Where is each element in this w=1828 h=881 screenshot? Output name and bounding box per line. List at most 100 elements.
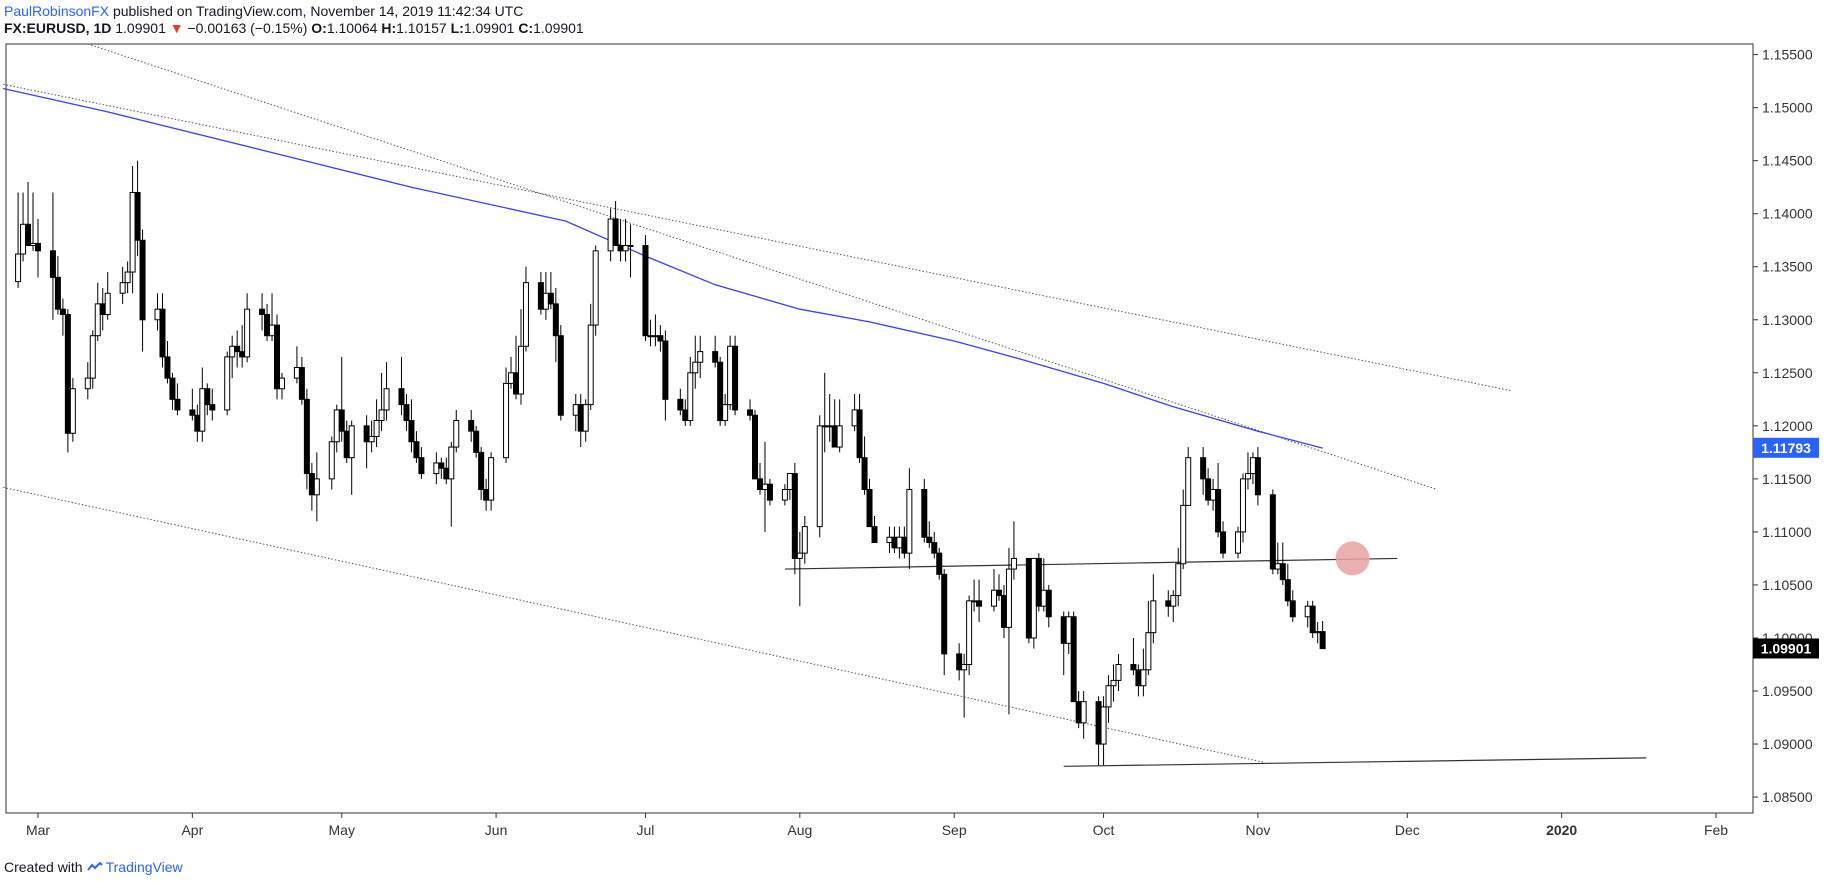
candle-body-up [1304, 605, 1311, 618]
y-tick-label: 1.15000 [1762, 100, 1813, 116]
candle-body-down [941, 573, 948, 655]
candle [542, 272, 549, 320]
candle [473, 425, 480, 458]
candle [199, 367, 206, 442]
candle [1279, 542, 1286, 585]
candle [936, 547, 943, 580]
candle-body-down [662, 340, 669, 400]
close-value: 1.09901 [533, 20, 584, 36]
candle [448, 441, 455, 527]
candle-body-up [269, 324, 276, 337]
candle-body-up [84, 377, 91, 390]
chart-frame [5, 43, 1754, 814]
candle-body-up [1170, 595, 1177, 607]
candle-body-up [761, 483, 768, 490]
candle-body-down [617, 245, 624, 252]
candle-body-up [592, 250, 599, 326]
candle-body-down [682, 409, 689, 422]
candle [697, 335, 704, 379]
candle [239, 325, 246, 368]
candle [269, 293, 276, 341]
candle [961, 653, 968, 718]
candle-body-down [1000, 595, 1007, 628]
candle [264, 303, 271, 341]
last-price: 1.09901 [115, 20, 166, 36]
candle [642, 234, 649, 341]
candle [383, 362, 390, 421]
candle-body-up [786, 473, 793, 490]
candle [1215, 462, 1222, 538]
low-label: L: [450, 20, 464, 36]
candle-body-down [732, 345, 739, 411]
candle-body-down [194, 414, 201, 432]
candle [1319, 621, 1326, 650]
candle-body-down [408, 420, 415, 443]
price-tags: 1.11793 1.09901 [1753, 437, 1819, 659]
candle-body-up [687, 372, 694, 422]
y-tick-label: 1.12000 [1762, 418, 1813, 434]
candle-body-down [35, 242, 41, 252]
candle-body-down [1289, 600, 1296, 618]
candle [368, 420, 375, 453]
candle [786, 473, 793, 501]
candle-body-down [642, 245, 649, 337]
candle-body-up [433, 462, 440, 475]
candle [791, 462, 798, 575]
y-tick-label: 1.14000 [1762, 206, 1813, 222]
candle-body-down [956, 653, 963, 671]
candle [189, 388, 196, 421]
candle-body-down [54, 276, 61, 310]
tradingview-link[interactable]: TradingView [105, 859, 183, 875]
ma-price-tag-box [1753, 437, 1819, 458]
candle [891, 526, 898, 554]
candle-body-down [1035, 557, 1042, 607]
y-tick-label: 1.13500 [1762, 259, 1813, 275]
candle-body-up [971, 600, 978, 603]
candle [1040, 558, 1047, 612]
candle-body-up [1140, 669, 1147, 687]
candle [722, 394, 729, 426]
candle [308, 462, 315, 511]
candle-body-down [413, 441, 420, 459]
high-value: 1.10157 [396, 20, 447, 36]
x-tick-label: Apr [181, 822, 203, 838]
candle [204, 383, 211, 416]
candle-body-down [403, 404, 410, 422]
candle [652, 314, 659, 347]
candle-body-up [1115, 664, 1122, 681]
annotations [1335, 541, 1370, 576]
candle [1234, 526, 1241, 559]
candle [278, 372, 285, 400]
candle-body-down [134, 191, 141, 241]
candle [657, 325, 664, 352]
candle-body-up [1175, 563, 1182, 597]
candle-body-up [1249, 457, 1256, 475]
candle [1025, 557, 1032, 644]
candle-body-up [1314, 631, 1321, 634]
candle [572, 394, 579, 432]
author-link[interactable]: PaulRobinsonFX [4, 3, 110, 19]
candle [871, 516, 878, 544]
candle [333, 404, 340, 453]
candle [1140, 648, 1147, 697]
high-label: H: [381, 20, 397, 36]
candle-body-down [363, 425, 370, 443]
candle-body-down [298, 367, 305, 400]
candle-body-down [25, 223, 32, 247]
candle-body-down [468, 420, 475, 432]
candle [1249, 452, 1256, 485]
candle-body-up [1065, 616, 1072, 644]
candle-body-up [1150, 600, 1157, 634]
candle [154, 293, 161, 331]
candle-body-down [164, 356, 171, 379]
y-tick-label: 1.14500 [1762, 153, 1813, 169]
candle-body-down [1070, 616, 1077, 703]
candle-body-up [129, 191, 136, 273]
candle-body-up [15, 253, 22, 283]
candle-body-up [1210, 488, 1217, 501]
candle [781, 484, 788, 506]
candle-body-up [448, 446, 455, 480]
trendlines [3, 43, 1647, 767]
candle-body-down [308, 473, 315, 496]
